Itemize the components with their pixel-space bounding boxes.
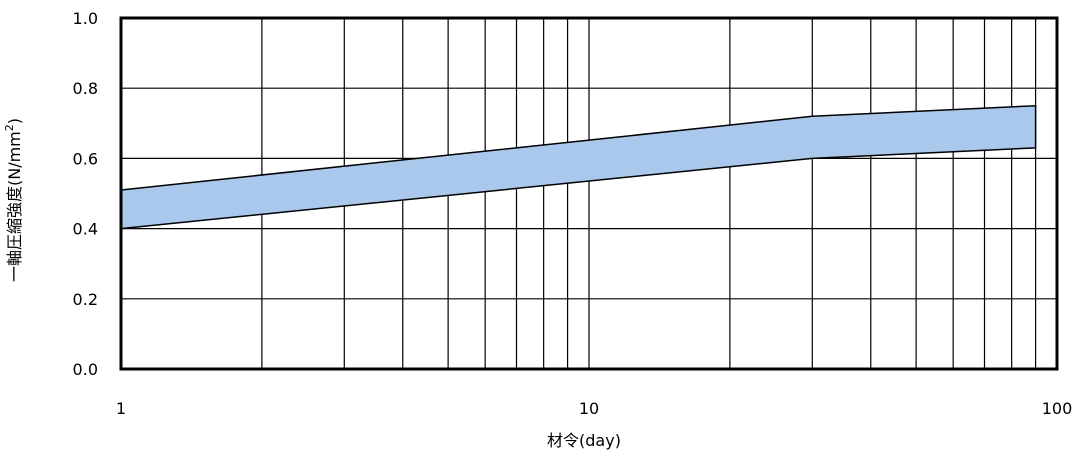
x-tick-label: 10	[579, 399, 599, 418]
grid-lines	[121, 18, 1057, 369]
x-axis-label: 材令(day)	[547, 431, 621, 450]
y-tick-label: 0.6	[73, 149, 98, 168]
y-tick-label: 0.2	[73, 290, 98, 309]
y-tick-label: 0.0	[73, 360, 98, 379]
y-axis-label: 一軸圧縮強度(N/mm2)	[3, 118, 24, 282]
y-tick-labels: 0.0 0.2 0.4 0.6 0.8 1.0	[73, 9, 98, 379]
y-axis-label-main: 一軸圧縮強度(N/mm	[5, 131, 24, 282]
plot-frame	[119, 16, 1059, 371]
x-tick-label: 100	[1042, 399, 1073, 418]
y-axis-label-sup: 2	[3, 124, 16, 131]
strength-band	[120, 104, 1037, 230]
y-axis-label-close: )	[5, 118, 24, 124]
y-tick-label: 1.0	[73, 9, 98, 28]
x-tick-label: 1	[116, 399, 126, 418]
x-tick-labels: 1 10 100	[116, 399, 1072, 418]
y-tick-label: 0.8	[73, 79, 98, 98]
y-tick-label: 0.4	[73, 220, 98, 239]
